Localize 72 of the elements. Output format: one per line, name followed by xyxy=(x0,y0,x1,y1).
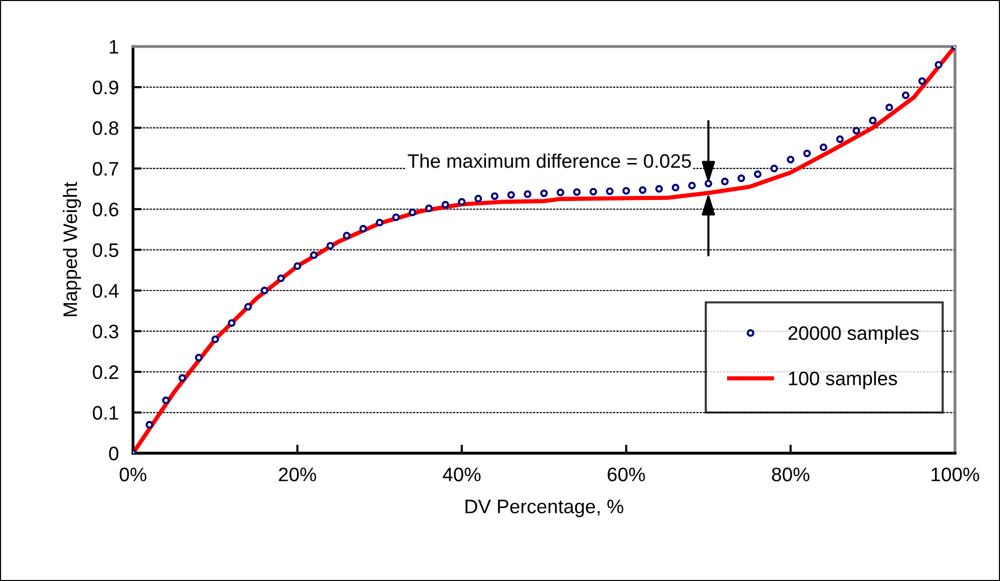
point xyxy=(442,200,450,209)
point xyxy=(589,188,598,196)
x-tick-label: 60% xyxy=(608,468,645,482)
point xyxy=(310,251,318,259)
point xyxy=(902,91,910,100)
x-tick-label: 0% xyxy=(120,468,146,482)
point xyxy=(786,156,794,164)
x-tick-label: 80% xyxy=(772,468,810,482)
y-tick-label: 0.6 xyxy=(92,202,118,216)
point xyxy=(540,189,548,198)
point xyxy=(194,354,203,362)
annotation: The maximum difference = 0.025 xyxy=(408,154,691,168)
y-tick-label: 0.7 xyxy=(92,162,118,176)
point xyxy=(178,374,186,382)
point xyxy=(244,302,252,311)
point xyxy=(490,192,499,200)
point xyxy=(408,208,416,216)
point xyxy=(606,187,614,196)
y-tick-label: 0.4 xyxy=(92,284,119,298)
point xyxy=(474,194,482,202)
y-tick-label: 0 xyxy=(109,446,118,460)
y-tick-label: 0.5 xyxy=(92,243,118,258)
point xyxy=(392,213,400,222)
x-axis-title: DV Percentage, % xyxy=(466,500,624,518)
y-tick-label: 0.2 xyxy=(92,365,118,380)
point xyxy=(524,190,532,198)
point xyxy=(458,198,466,206)
point xyxy=(655,185,663,193)
point xyxy=(146,420,154,429)
point xyxy=(573,188,581,196)
point xyxy=(803,150,811,158)
x-tick-label: 20% xyxy=(278,468,316,482)
point xyxy=(228,319,236,327)
point xyxy=(622,187,630,195)
line-series xyxy=(133,46,955,454)
point xyxy=(277,274,285,282)
y-tick-label: 0.8 xyxy=(92,121,118,136)
point xyxy=(507,191,515,199)
point xyxy=(868,116,877,124)
point xyxy=(211,335,220,344)
point xyxy=(721,178,729,186)
point xyxy=(376,218,384,226)
point xyxy=(852,126,860,134)
point xyxy=(638,186,646,194)
point xyxy=(754,170,762,178)
x-tick-label: 100% xyxy=(932,468,980,482)
point xyxy=(342,232,351,240)
point xyxy=(556,188,564,196)
point xyxy=(704,180,712,188)
y-tick-label: 0.1 xyxy=(92,406,118,420)
y-tick-label: 0.3 xyxy=(92,324,118,338)
point xyxy=(672,184,680,192)
point xyxy=(326,242,334,250)
point xyxy=(820,144,828,152)
x-tick-label: 40% xyxy=(442,468,481,482)
point xyxy=(934,60,942,69)
point xyxy=(294,262,302,270)
point xyxy=(737,174,746,182)
point xyxy=(425,204,433,212)
y-tick-label: 0.9 xyxy=(92,80,118,94)
point xyxy=(359,224,367,233)
point xyxy=(260,286,268,294)
point xyxy=(688,182,696,190)
point xyxy=(162,396,170,404)
point xyxy=(836,135,844,144)
legend-label: 20000 samples xyxy=(788,326,919,344)
y-tick-label: 1 xyxy=(110,40,118,54)
point xyxy=(918,77,926,85)
point xyxy=(770,164,778,172)
y-axis-title: Mapped Weight xyxy=(62,182,81,316)
point xyxy=(885,104,894,112)
legend-label: 100 samples xyxy=(788,371,898,390)
